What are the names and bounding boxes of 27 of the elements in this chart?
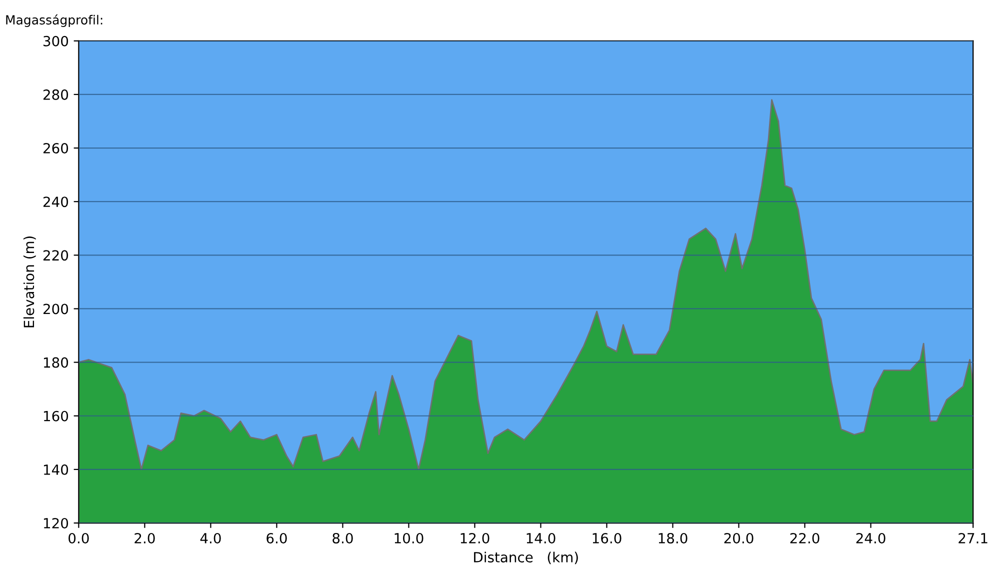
x-tick-label: 22.0	[790, 532, 820, 544]
y-tick-label: 160	[44, 410, 68, 422]
x-tick-label: 24.0	[856, 532, 886, 544]
x-tick-label: 8.0	[332, 532, 353, 544]
x-tick-label: 16.0	[592, 532, 622, 544]
y-axis-title: Elevation (m)	[23, 236, 36, 328]
x-tick-label: 27.1	[958, 532, 988, 544]
y-tick-label: 280	[43, 89, 68, 100]
y-tick-label: 200	[43, 304, 68, 314]
x-tick-label: 18.0	[658, 532, 688, 544]
y-tick-label: 140	[44, 464, 68, 475]
y-tick-label: 120	[44, 518, 68, 528]
x-tick-label: 10.0	[394, 532, 424, 544]
x-tick-label: 0.0	[68, 532, 89, 544]
x-tick-label: 2.0	[134, 532, 155, 544]
x-tick-label: 6.0	[266, 532, 287, 544]
y-tick-label: 260	[43, 143, 68, 154]
x-tick-label: 14.0	[526, 532, 556, 544]
y-tick-label: 180	[44, 357, 68, 368]
x-tick-label: 12.0	[460, 532, 490, 544]
y-tick-label: 240	[43, 196, 68, 208]
x-axis-title: Distance (km)	[474, 552, 578, 564]
y-tick-label: 300	[44, 36, 68, 46]
y-tick-label: 220	[43, 250, 68, 261]
x-tick-label: 4.0	[200, 532, 221, 544]
chart-title: Magasságprofil:	[6, 14, 102, 27]
x-tick-label: 20.0	[724, 532, 754, 544]
